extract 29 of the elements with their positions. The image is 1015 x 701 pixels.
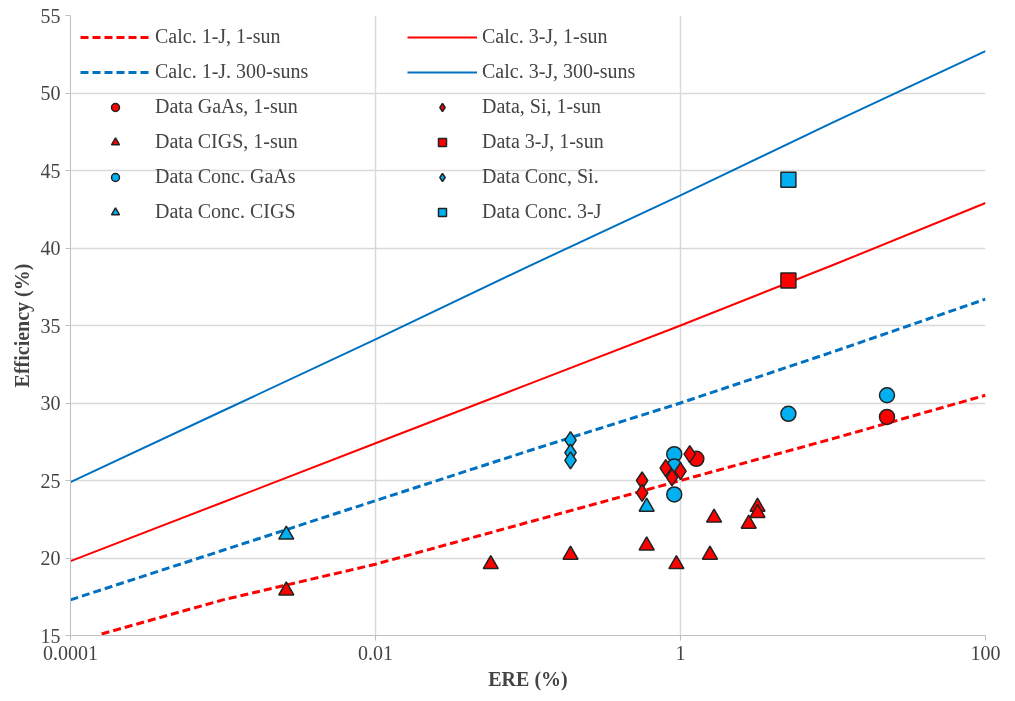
- y-tick-label: 40: [40, 237, 61, 259]
- line-series: [70, 297, 986, 602]
- y-tick-label: 50: [40, 82, 61, 104]
- legend-label: Data 3-J, 1-sun: [482, 130, 605, 153]
- y-tick-label: 15: [40, 624, 61, 647]
- legend-label: Data CIGS, 1-sun: [155, 130, 299, 153]
- y-tick-label: 35: [40, 314, 61, 337]
- legend-label: Data, Si, 1-sun: [482, 95, 602, 118]
- y-tick-label: 55: [40, 4, 61, 27]
- y-tick-label: 20: [40, 547, 61, 569]
- y-tick-label: 30: [40, 392, 61, 414]
- legend-label: Data Conc. GaAs: [155, 165, 297, 188]
- x-tick-label: 1: [675, 641, 686, 664]
- y-tick-label: 45: [40, 159, 61, 182]
- line-series: [70, 202, 986, 563]
- line-series: [70, 50, 986, 484]
- legend-label: Data Conc. 3-J: [482, 200, 603, 223]
- x-tick-label: 100: [970, 641, 1001, 664]
- legend-label: Calc. 1-J, 1-sun: [155, 25, 282, 48]
- legend-label: Data Conc. CIGS: [155, 200, 297, 223]
- legend-label: Calc. 3-J, 1-sun: [482, 25, 609, 48]
- legend-label: Data Conc, Si.: [482, 165, 600, 188]
- legend-label: Calc. 1-J. 300-suns: [155, 60, 310, 83]
- legend-label: Data GaAs, 1-sun: [155, 95, 299, 118]
- y-tick-label: 25: [40, 469, 61, 492]
- x-axis-title: ERE (%): [488, 667, 568, 691]
- y-axis-title: Efficiency (%): [10, 263, 34, 388]
- legend-label: Calc. 3-J, 300-suns: [482, 60, 637, 83]
- x-tick-label: 0.01: [358, 641, 393, 664]
